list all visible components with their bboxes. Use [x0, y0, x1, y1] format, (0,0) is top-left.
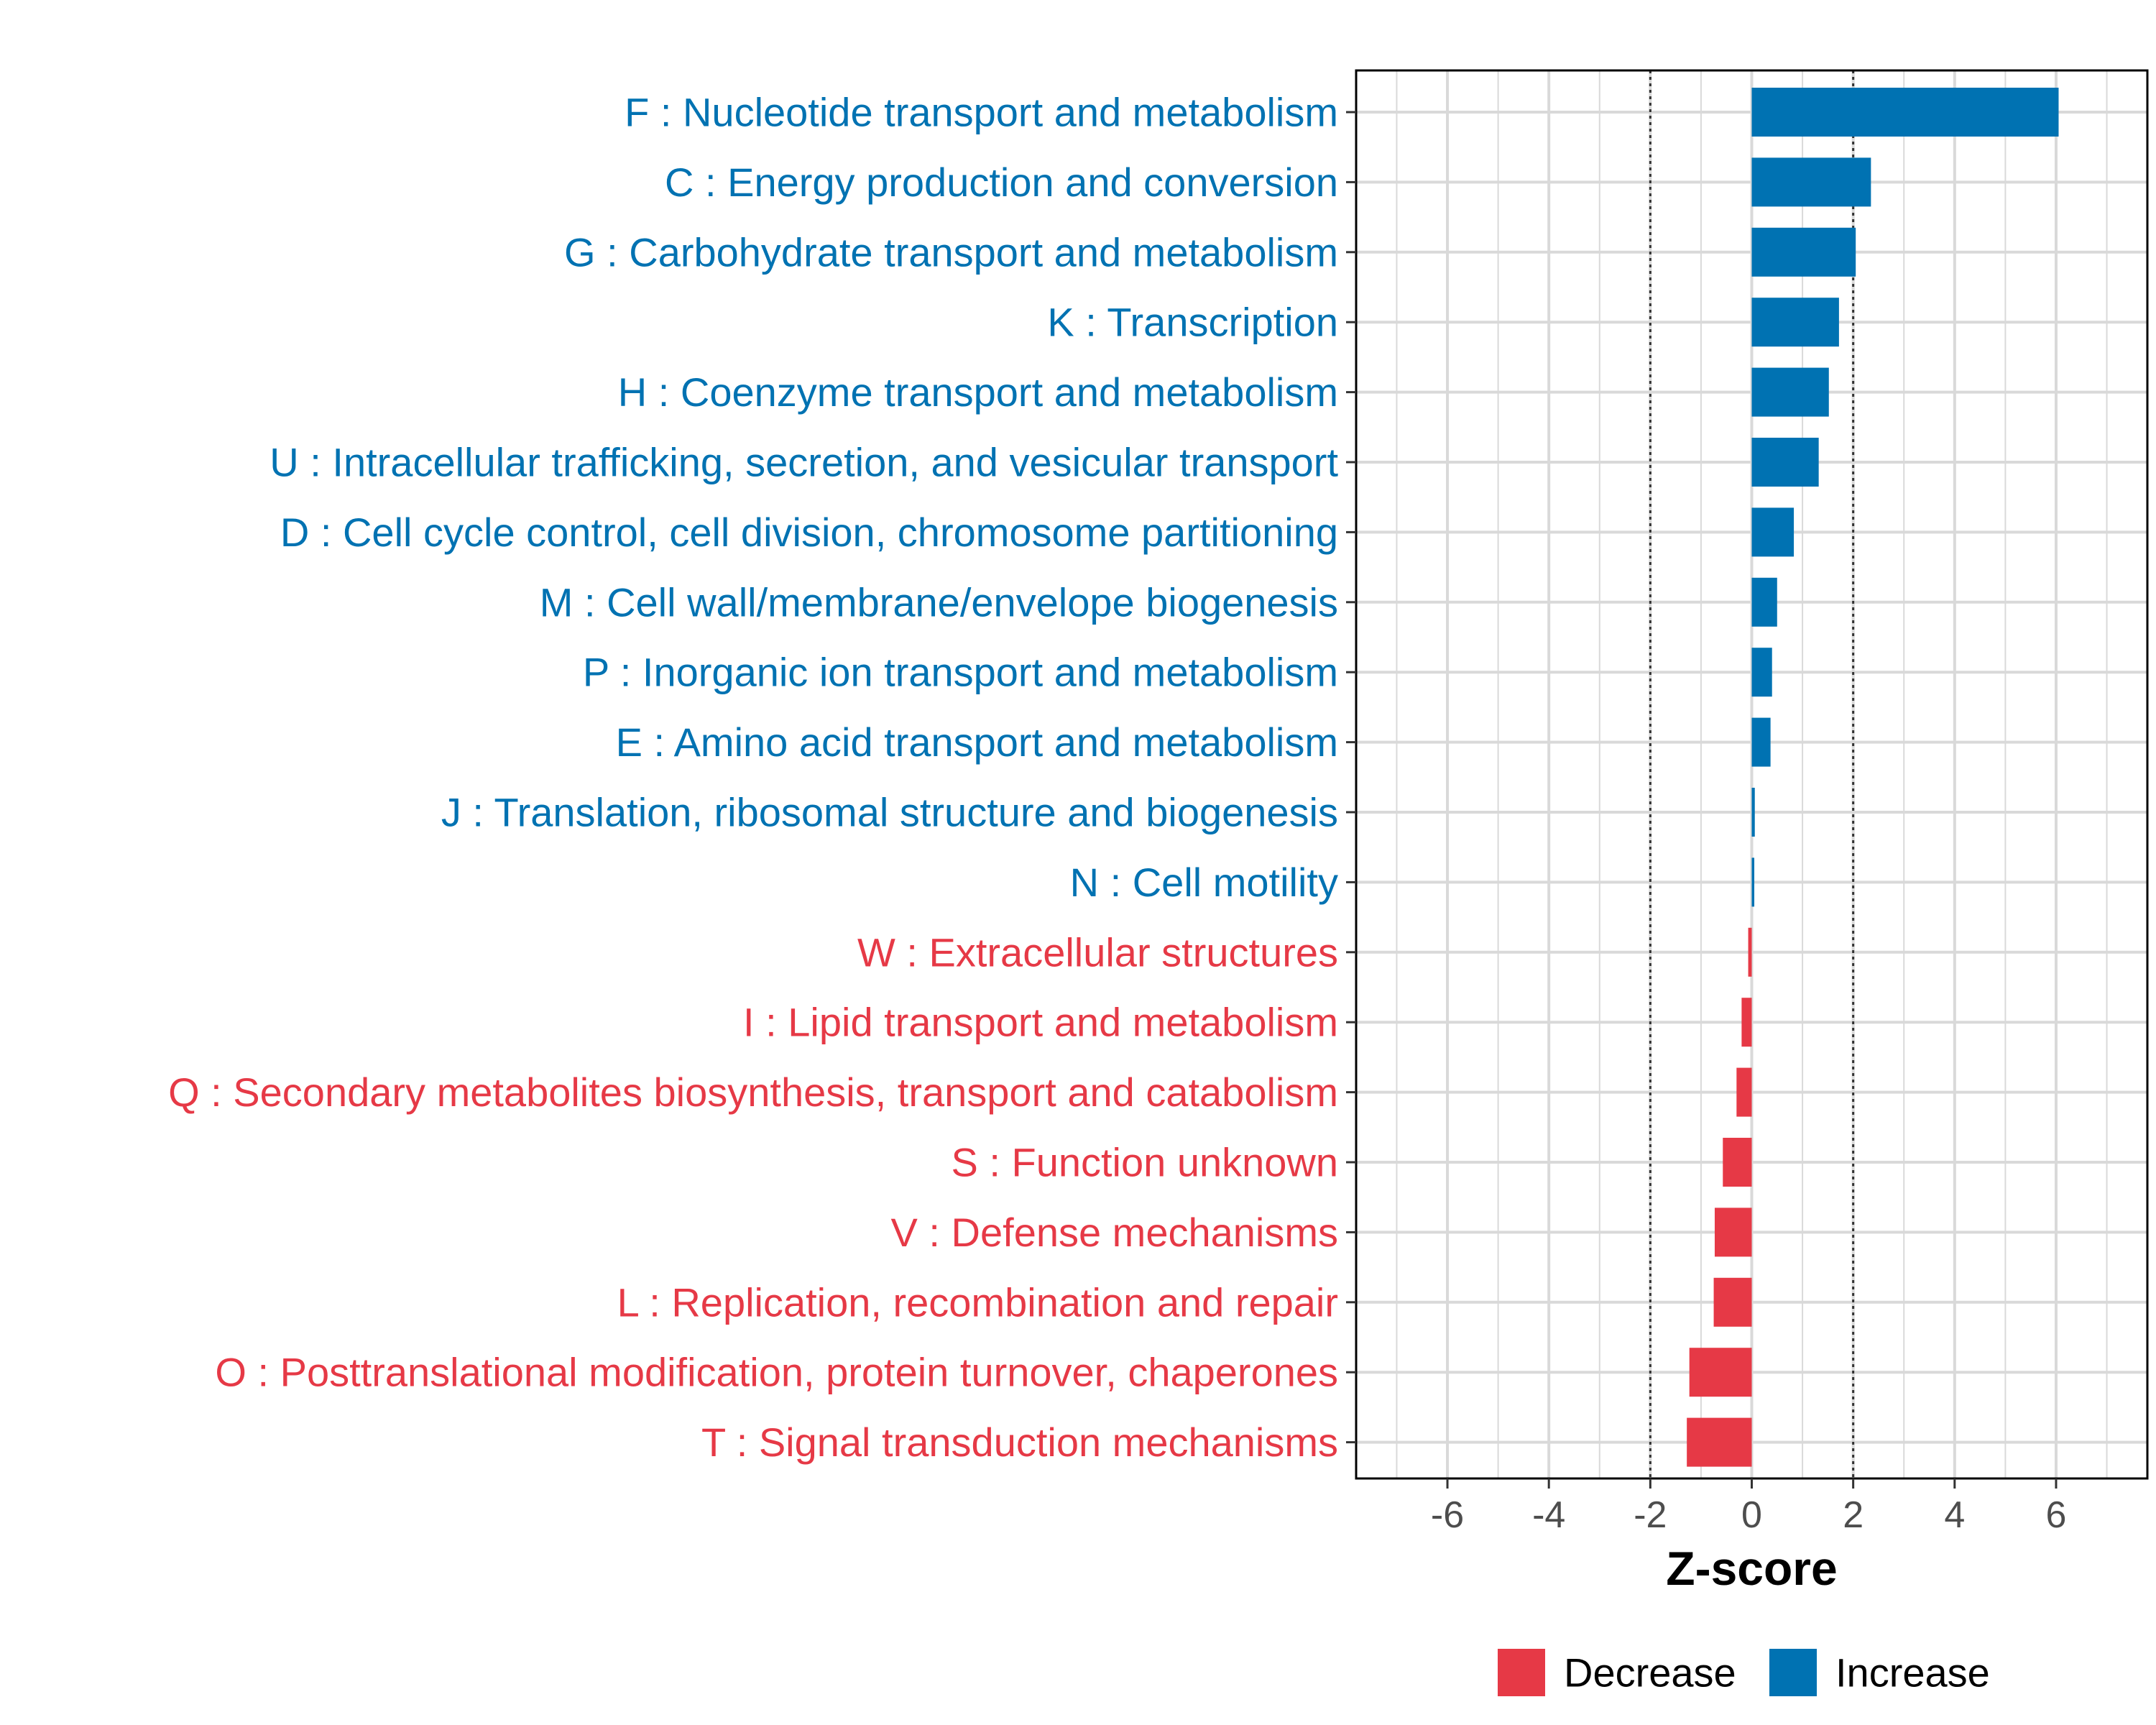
- bar-u: [1751, 438, 1819, 487]
- bar-i: [1741, 998, 1752, 1047]
- x-tick-label: -2: [1634, 1494, 1667, 1536]
- y-axis-ticks: F : Nucleotide transport and metabolism C…: [168, 90, 1356, 1465]
- bar-g: [1751, 227, 1856, 277]
- bar-t: [1687, 1417, 1752, 1467]
- x-tick-label: -4: [1532, 1494, 1565, 1536]
- category-label: Q : Secondary metabolites biosynthesis, …: [168, 1070, 1338, 1115]
- category-label: L : Replication, recombination and repai…: [617, 1279, 1338, 1325]
- legend-swatch-increase: [1769, 1649, 1817, 1696]
- grid-lines: [1356, 70, 2147, 1478]
- bar-n: [1751, 857, 1755, 907]
- category-label: O : Posttranslational modification, prot…: [215, 1350, 1338, 1395]
- category-label: H : Coenzyme transport and metabolism: [618, 369, 1338, 415]
- bars: [1687, 88, 2059, 1467]
- legend: Decrease Increase: [1498, 1649, 1990, 1696]
- bar-c: [1751, 157, 1871, 207]
- category-label: K : Transcription: [1047, 300, 1338, 345]
- category-label: N : Cell motility: [1070, 860, 1338, 905]
- category-label: D : Cell cycle control, cell division, c…: [280, 510, 1338, 555]
- bar-v: [1714, 1208, 1752, 1257]
- legend-label-increase: Increase: [1835, 1650, 1990, 1696]
- legend-label-decrease: Decrease: [1564, 1650, 1736, 1696]
- x-tick-label: 0: [1741, 1494, 1762, 1536]
- x-axis-ticks: -6 -4 -2 0 2 4 6: [1431, 1478, 2067, 1536]
- category-label: T : Signal transduction mechanisms: [701, 1420, 1338, 1465]
- bar-e: [1751, 717, 1771, 767]
- reference-lines: [1649, 70, 1855, 1478]
- bar-w: [1748, 927, 1752, 977]
- bar-h: [1751, 367, 1829, 417]
- bar-p: [1751, 648, 1772, 697]
- category-label: I : Lipid transport and metabolism: [743, 1000, 1338, 1045]
- bar-m: [1751, 577, 1777, 627]
- x-tick-label: 2: [1843, 1494, 1864, 1536]
- category-label: V : Defense mechanisms: [891, 1210, 1338, 1255]
- category-label: W : Extracellular structures: [857, 929, 1338, 975]
- x-tick-label: 6: [2046, 1494, 2067, 1536]
- category-label: P : Inorganic ion transport and metaboli…: [583, 650, 1338, 695]
- bar-f: [1751, 88, 2059, 137]
- x-axis-title: Z-score: [1666, 1542, 1837, 1595]
- category-label: F : Nucleotide transport and metabolism: [625, 90, 1338, 135]
- legend-swatch-decrease: [1498, 1649, 1545, 1696]
- category-label: U : Intracellular trafficking, secretion…: [270, 440, 1338, 485]
- bar-s: [1723, 1138, 1752, 1187]
- bar-l: [1713, 1277, 1752, 1327]
- bar-j: [1751, 788, 1755, 837]
- bar-o: [1689, 1348, 1752, 1397]
- bar-q: [1736, 1067, 1752, 1117]
- x-tick-label: -6: [1431, 1494, 1464, 1536]
- category-label: C : Energy production and conversion: [665, 160, 1338, 205]
- category-label: G : Carbohydrate transport and metabolis…: [564, 229, 1338, 275]
- category-label: S : Function unknown: [951, 1140, 1338, 1185]
- bar-k: [1751, 298, 1839, 347]
- category-label: M : Cell wall/membrane/envelope biogenes…: [540, 579, 1338, 625]
- category-label: E : Amino acid transport and metabolism: [616, 719, 1338, 765]
- category-label: J : Translation, ribosomal structure and…: [441, 790, 1338, 835]
- x-tick-label: 4: [1944, 1494, 1965, 1536]
- bar-d: [1751, 507, 1795, 557]
